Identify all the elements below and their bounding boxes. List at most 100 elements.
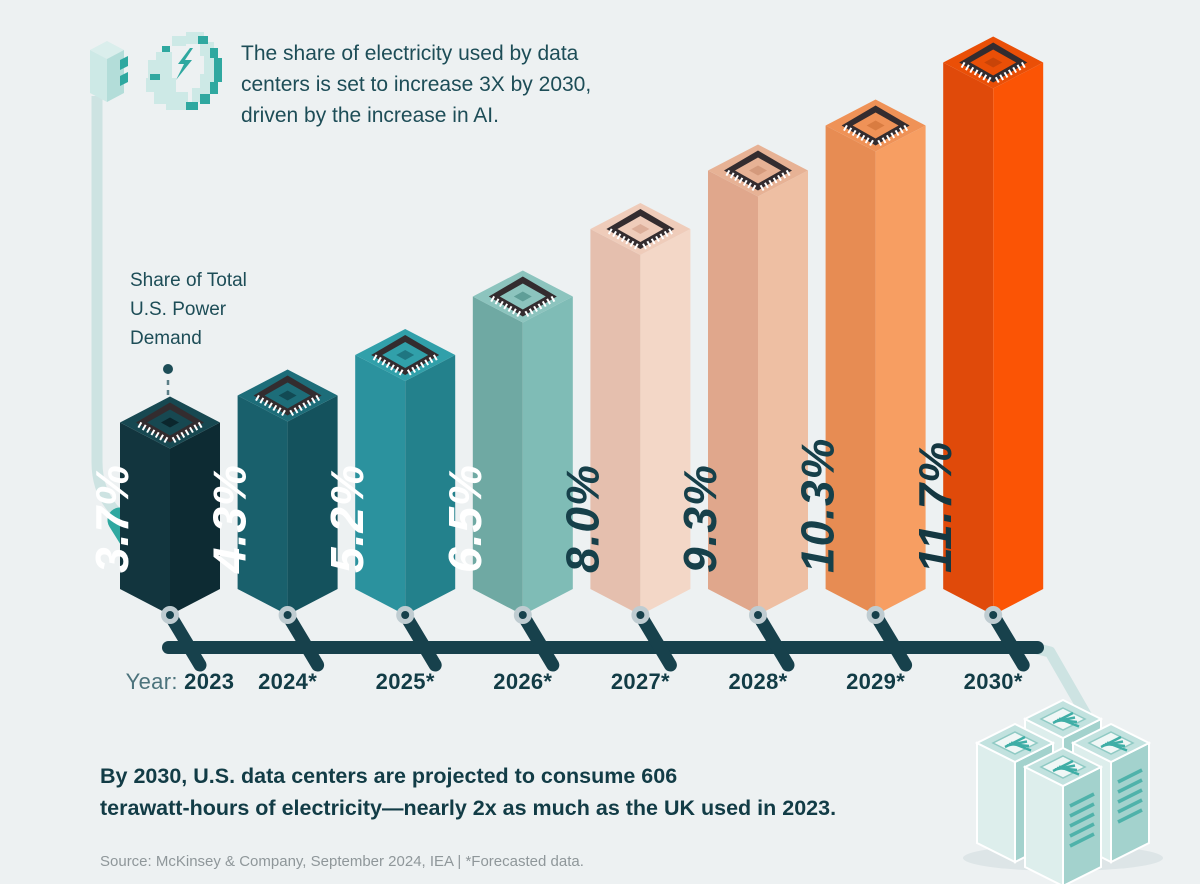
- power-plug-icon: [90, 41, 128, 102]
- chip-pins-left: [607, 228, 639, 250]
- bar-front-face: [640, 229, 691, 615]
- share-annotation-label: Share of Total U.S. Power Demand: [130, 270, 247, 349]
- bar-value-label: 4.3%: [204, 464, 256, 574]
- bar-connector-center: [754, 611, 762, 619]
- bar-value-label: 11.7%: [909, 441, 961, 573]
- chip-pins-right: [171, 421, 203, 444]
- chip-pins-left: [490, 295, 522, 318]
- year-value: 2025*: [375, 669, 435, 694]
- bar-front-face: [170, 422, 220, 615]
- bar-connector-center: [401, 611, 410, 619]
- bar-2026: 6.5%: [439, 270, 573, 615]
- bar-side-face: [590, 229, 641, 615]
- bar-connector-center: [166, 611, 174, 619]
- bar-front-face: [522, 296, 573, 615]
- year-label-2029: 2029*: [796, 669, 956, 695]
- year-value: 2028*: [728, 669, 788, 694]
- bar-side-face: [708, 170, 758, 615]
- timeline-axis-layer: [161, 606, 1044, 672]
- bar-2030: 11.7%: [909, 36, 1044, 615]
- bar-value-label: 8.0%: [556, 464, 608, 573]
- footer-headline-line1: By 2030, U.S. data centers are projected…: [100, 764, 678, 788]
- timeline-tick: [516, 608, 560, 672]
- year-label-2025: 2025*: [325, 669, 485, 695]
- pixel-ai-brain-icon: [146, 32, 222, 110]
- server-tower: [1022, 746, 1104, 884]
- chip-pins-right: [641, 228, 673, 250]
- timeline-tick: [751, 608, 795, 672]
- lightning-bolt-icon: [176, 48, 193, 80]
- chip-die: [396, 350, 415, 360]
- bar-front-face: [405, 355, 456, 615]
- bar-value-label: 10.3%: [792, 438, 844, 573]
- bar-side-face: [472, 296, 523, 615]
- bar-value-label: 5.2%: [321, 464, 373, 573]
- year-label-2027: 2027*: [560, 669, 720, 695]
- year-label-2026: 2026*: [443, 669, 603, 695]
- chip-pins-left: [255, 394, 287, 417]
- source-attribution: Source: McKinsey & Company, September 20…: [100, 853, 584, 870]
- chip-die: [278, 390, 297, 401]
- footer-headline: By 2030, U.S. data centers are projected…: [100, 760, 920, 824]
- year-axis-prefix: Year:: [125, 669, 185, 694]
- bar-value-label: 9.3%: [674, 464, 726, 573]
- bar-2023: 3.7%: [86, 396, 220, 615]
- year-label-2028: 2028*: [678, 669, 838, 695]
- bar-2025: 5.2%: [321, 329, 456, 615]
- bar-2028: 9.3%: [674, 144, 808, 615]
- timeline-baseline: [162, 641, 1044, 654]
- bar-side-face: [355, 355, 406, 615]
- chip-pins-left: [960, 61, 992, 84]
- chip-die: [513, 291, 532, 302]
- bar-side-face: [120, 422, 170, 615]
- bar-side-face: [825, 125, 876, 615]
- year-label-2023: Year: 2023: [100, 669, 260, 695]
- bar-front-face: [287, 395, 338, 615]
- year-value: 2027*: [610, 669, 670, 694]
- chip-pins-right: [759, 169, 791, 192]
- bar-value-label: 3.7%: [86, 464, 138, 573]
- chip-pins-left: [372, 354, 404, 376]
- chip-die: [161, 417, 179, 428]
- chip-die: [631, 224, 650, 234]
- chip-pins-left: [843, 124, 875, 147]
- chip-pins-right: [877, 124, 909, 147]
- server-racks-icon: [963, 698, 1163, 884]
- year-value: 2023: [184, 669, 235, 694]
- timeline-tick: [398, 608, 442, 672]
- bar-connector-center: [989, 611, 998, 619]
- bar-2024: 4.3%: [204, 369, 338, 615]
- timeline-tick: [163, 608, 207, 672]
- chip-pins-left: [725, 169, 757, 192]
- bar-2027: 8.0%: [556, 203, 691, 615]
- chip-pins-right: [994, 61, 1026, 84]
- bar-front-face: [993, 62, 1044, 615]
- bar-side-face: [237, 395, 288, 615]
- bar-connector-center: [636, 611, 645, 619]
- chip-die: [984, 57, 1003, 68]
- bar-connector-center: [283, 611, 292, 619]
- year-label-2024: 2024*: [208, 669, 368, 695]
- year-value: 2030*: [963, 669, 1023, 694]
- bars-layer: 3.7% 4.3% 5.2% 6.5% 8.0% 9.3% 10.3% 11.7%: [86, 36, 1044, 615]
- chip-pins-left: [137, 421, 169, 444]
- year-value: 2029*: [846, 669, 906, 694]
- year-value: 2024*: [258, 669, 318, 694]
- chart-title: The share of electricity used by data ce…: [241, 42, 592, 127]
- chip-pins-right: [524, 295, 556, 318]
- bar-front-face: [758, 170, 808, 615]
- chip-pins-right: [406, 354, 438, 376]
- year-label-2030: 2030*: [913, 669, 1073, 695]
- timeline-tick: [986, 608, 1030, 672]
- timeline-tick: [633, 608, 677, 672]
- chip-pins-right: [289, 394, 321, 417]
- bar-front-face: [875, 125, 926, 615]
- timeline-tick: [281, 608, 325, 672]
- footer-headline-line2: terawatt-hours of electricity—nearly 2x …: [100, 796, 837, 820]
- bar-2029: 10.3%: [792, 99, 926, 615]
- chip-die: [866, 120, 885, 131]
- bar-connector-center: [518, 611, 527, 619]
- year-value: 2026*: [493, 669, 553, 694]
- bar-value-label: 6.5%: [439, 464, 491, 573]
